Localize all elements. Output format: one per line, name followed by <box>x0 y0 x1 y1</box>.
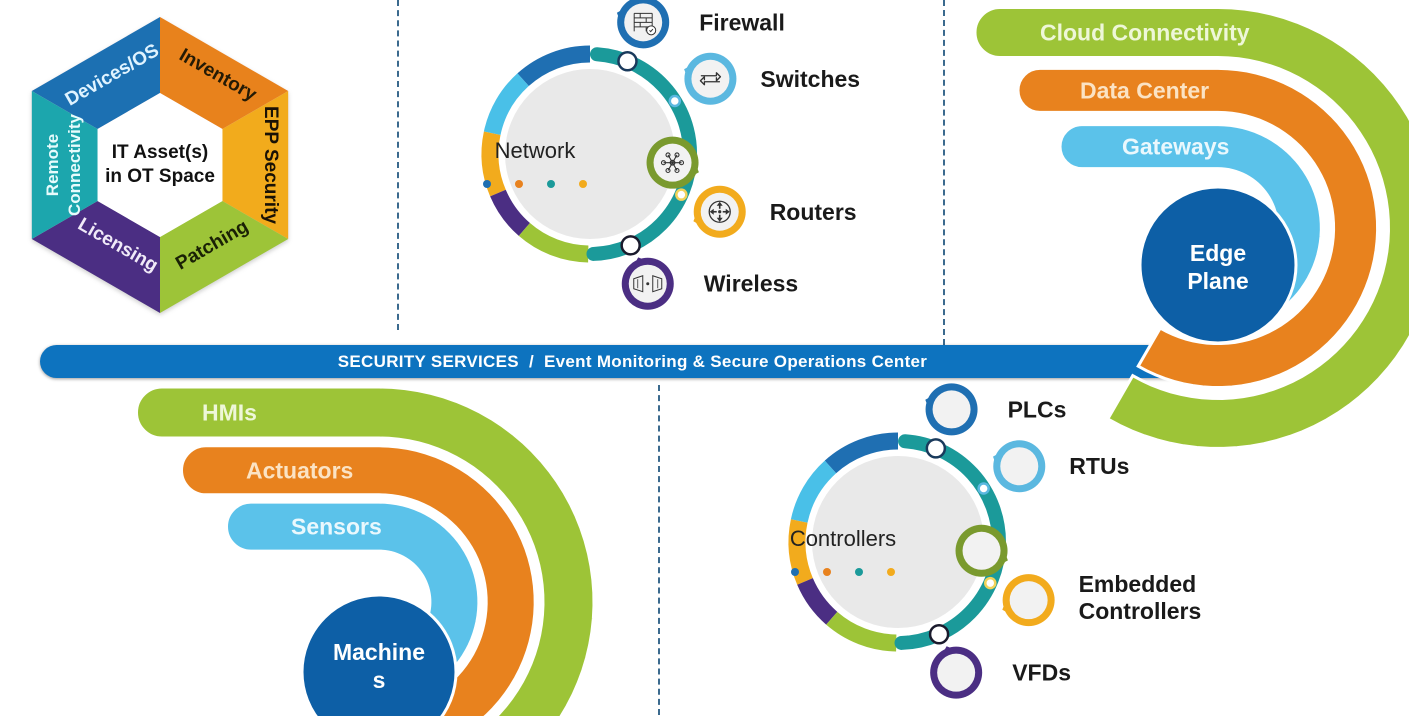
svg-text:in OT Space: in OT Space <box>105 166 215 187</box>
svg-text:Edge: Edge <box>1190 240 1246 266</box>
svg-text:Remote: Remote <box>43 134 62 196</box>
svg-text:Plane: Plane <box>1187 268 1248 294</box>
svg-text:HMIs: HMIs <box>202 400 257 426</box>
svg-text:Sensors: Sensors <box>291 514 382 540</box>
svg-text:Routers: Routers <box>770 199 857 225</box>
svg-text:Data Center: Data Center <box>1080 77 1209 103</box>
svg-text:RTUs: RTUs <box>1069 453 1129 479</box>
svg-text:Wireless: Wireless <box>704 271 798 297</box>
svg-text:s: s <box>373 667 386 693</box>
svg-text:Gateways: Gateways <box>1122 134 1229 160</box>
svg-text:Machine: Machine <box>333 639 425 665</box>
svg-text:Network: Network <box>495 138 577 163</box>
svg-text:Cloud Connectivity: Cloud Connectivity <box>1040 20 1250 46</box>
svg-text:Actuators: Actuators <box>246 457 353 483</box>
svg-text:EPP Security: EPP Security <box>260 106 281 224</box>
svg-text:Connectivity: Connectivity <box>65 113 84 216</box>
svg-text:Controllers: Controllers <box>790 526 896 551</box>
svg-text:Embedded: Embedded <box>1079 571 1197 597</box>
svg-text:Firewall: Firewall <box>699 9 785 35</box>
svg-text:IT Asset(s): IT Asset(s) <box>112 142 208 163</box>
svg-text:Switches: Switches <box>760 66 860 92</box>
svg-text:VFDs: VFDs <box>1012 660 1071 686</box>
svg-text:Controllers: Controllers <box>1079 598 1202 624</box>
svg-text:PLCs: PLCs <box>1008 396 1067 422</box>
